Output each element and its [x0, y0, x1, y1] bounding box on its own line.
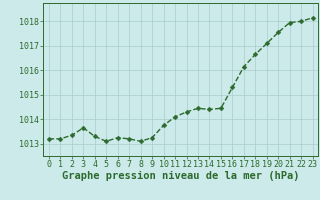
X-axis label: Graphe pression niveau de la mer (hPa): Graphe pression niveau de la mer (hPa) [62, 171, 300, 181]
